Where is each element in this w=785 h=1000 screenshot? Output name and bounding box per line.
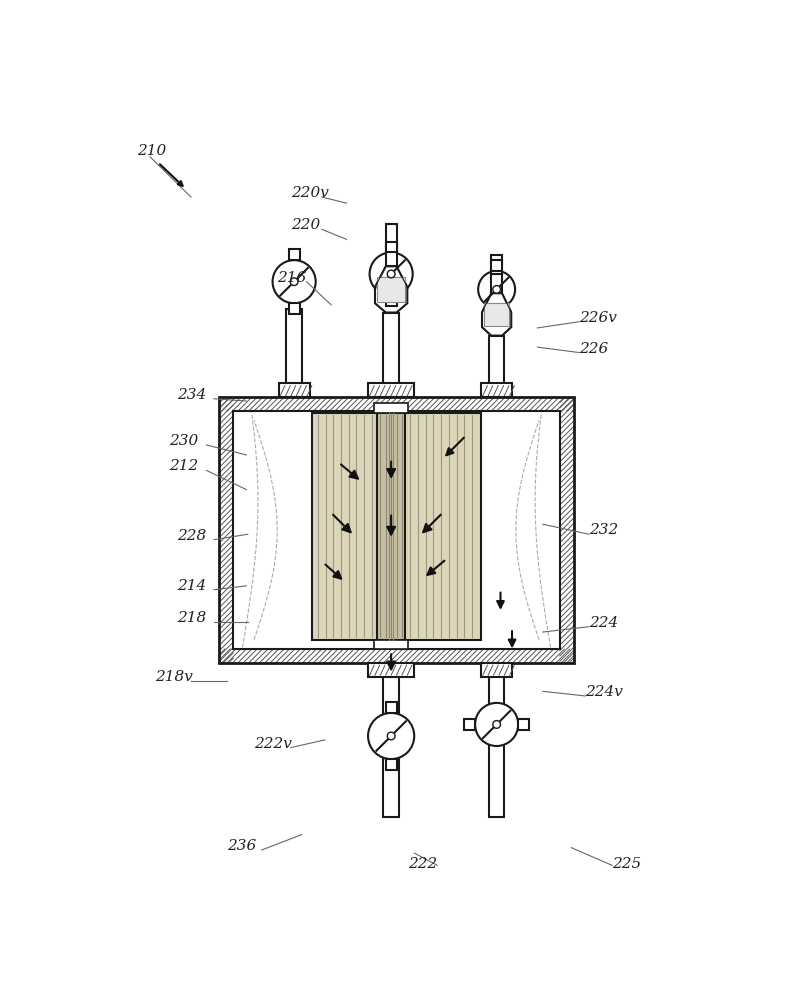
Text: 222: 222 bbox=[408, 857, 437, 871]
Bar bbox=[220, 397, 233, 663]
Ellipse shape bbox=[478, 271, 515, 308]
Text: 234: 234 bbox=[177, 388, 206, 402]
Text: 230: 230 bbox=[170, 434, 199, 448]
Bar bbox=[368, 383, 414, 397]
Bar bbox=[385, 242, 396, 252]
Bar bbox=[385, 224, 396, 247]
Text: 220: 220 bbox=[291, 218, 320, 232]
Text: 232: 232 bbox=[589, 523, 619, 537]
Ellipse shape bbox=[475, 703, 518, 746]
Ellipse shape bbox=[493, 721, 501, 728]
Bar bbox=[491, 274, 502, 293]
Text: 210: 210 bbox=[137, 144, 166, 158]
Bar bbox=[518, 719, 529, 730]
Ellipse shape bbox=[387, 732, 395, 740]
Bar bbox=[484, 303, 509, 326]
Bar bbox=[374, 403, 408, 413]
Text: 218v: 218v bbox=[155, 670, 193, 684]
Bar bbox=[368, 663, 414, 677]
Bar bbox=[464, 719, 475, 730]
Bar bbox=[378, 277, 405, 302]
Ellipse shape bbox=[493, 286, 501, 293]
Text: 220v: 220v bbox=[291, 186, 329, 200]
Ellipse shape bbox=[370, 252, 413, 296]
Text: 216: 216 bbox=[277, 271, 306, 285]
Bar bbox=[385, 247, 396, 266]
Text: 212: 212 bbox=[170, 459, 199, 473]
Ellipse shape bbox=[272, 260, 316, 303]
Bar bbox=[481, 663, 512, 677]
Bar bbox=[385, 702, 396, 713]
Bar bbox=[385, 296, 396, 306]
Text: 226: 226 bbox=[579, 342, 608, 356]
Text: 214: 214 bbox=[177, 579, 206, 593]
Bar bbox=[489, 663, 504, 817]
Text: 222v: 222v bbox=[254, 737, 292, 751]
Ellipse shape bbox=[387, 270, 395, 278]
Bar bbox=[383, 663, 399, 817]
Bar bbox=[220, 397, 574, 663]
Text: 218: 218 bbox=[177, 611, 206, 625]
Bar bbox=[220, 649, 574, 663]
Bar bbox=[489, 336, 504, 397]
Bar bbox=[312, 413, 481, 640]
Bar bbox=[374, 640, 408, 649]
Bar bbox=[287, 309, 301, 397]
Bar bbox=[378, 413, 405, 640]
Bar bbox=[289, 249, 300, 260]
Polygon shape bbox=[482, 293, 511, 336]
Bar bbox=[491, 308, 502, 319]
Bar bbox=[279, 383, 309, 397]
Text: 226v: 226v bbox=[579, 311, 617, 325]
Bar bbox=[289, 303, 300, 314]
Bar bbox=[560, 397, 574, 663]
Text: 224: 224 bbox=[589, 616, 619, 630]
Bar bbox=[233, 411, 560, 649]
Text: 228: 228 bbox=[177, 529, 206, 543]
Bar bbox=[220, 397, 574, 411]
Ellipse shape bbox=[368, 713, 414, 759]
Ellipse shape bbox=[290, 278, 298, 286]
Text: 225: 225 bbox=[612, 857, 641, 871]
Text: 224v: 224v bbox=[585, 685, 623, 699]
Text: 236: 236 bbox=[227, 839, 257, 853]
Polygon shape bbox=[375, 266, 407, 312]
Bar bbox=[491, 260, 502, 271]
Bar bbox=[481, 383, 512, 397]
Bar bbox=[385, 759, 396, 770]
Bar bbox=[491, 255, 502, 274]
Bar bbox=[383, 312, 399, 397]
